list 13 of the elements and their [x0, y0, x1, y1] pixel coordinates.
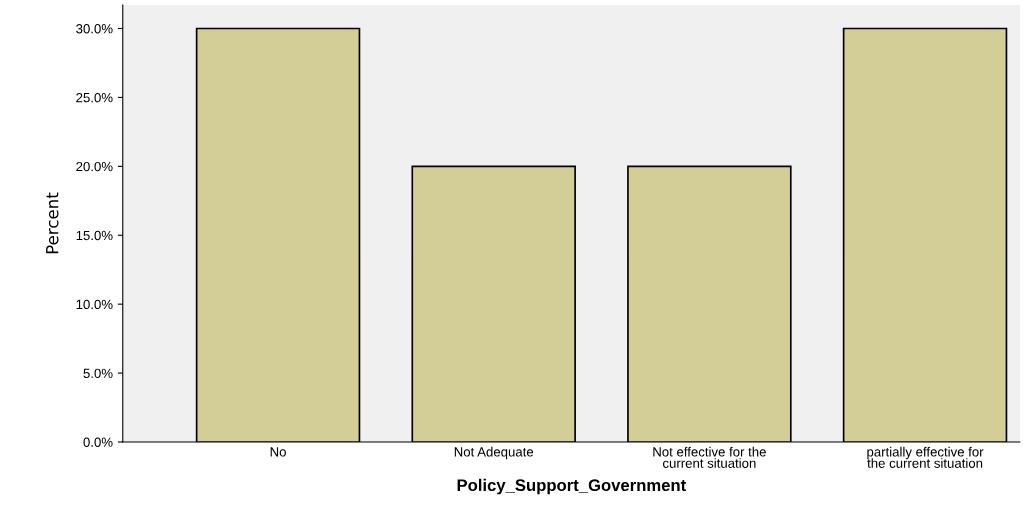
- y-tick-label: 0.0%: [83, 437, 113, 447]
- y-tick-label: 30.0%: [76, 24, 113, 34]
- y-tick-label: 5.0%: [83, 368, 113, 378]
- x-tick-label: Not Adequate: [454, 446, 534, 460]
- y-tick-label: 25.0%: [76, 92, 113, 103]
- x-axis-title: Policy_Support_Government: [457, 478, 686, 495]
- y-tick-label: 20.0%: [76, 161, 113, 172]
- y-tick-label: 10.0%: [76, 299, 113, 310]
- x-tick-label: No: [270, 447, 286, 457]
- y-tick-label: 15.0%: [76, 230, 113, 241]
- x-tick-label: Not effective for the current situation: [653, 446, 766, 468]
- x-tick-label: partially effective for the current situation: [867, 446, 984, 468]
- y-axis-title: Percent: [46, 192, 59, 254]
